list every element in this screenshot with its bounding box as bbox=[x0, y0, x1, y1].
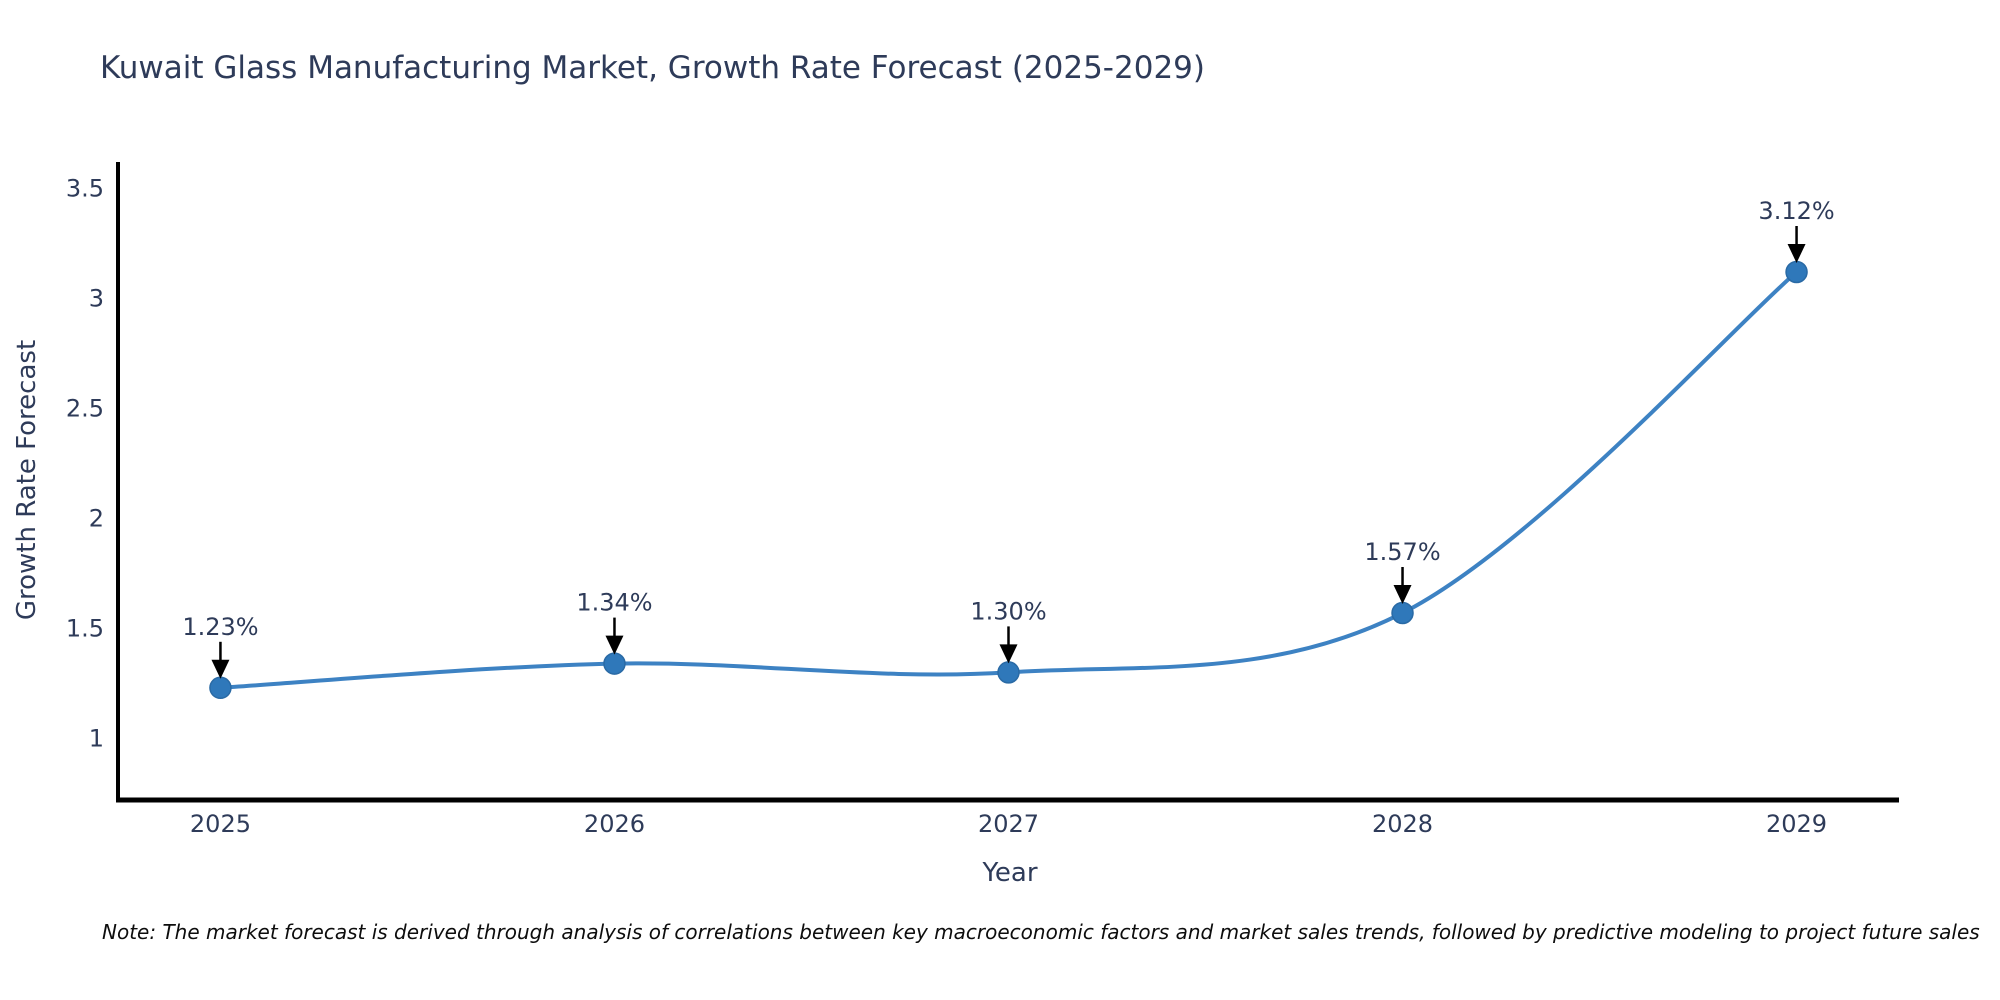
annotation-label: 3.12% bbox=[1758, 197, 1834, 225]
x-tick-label: 2025 bbox=[190, 810, 251, 838]
annotation-arrow-head bbox=[1393, 585, 1412, 604]
y-tick-label: 2 bbox=[89, 504, 104, 532]
annotation-arrow-head bbox=[999, 644, 1018, 664]
annotation-label: 1.30% bbox=[970, 597, 1046, 625]
x-tick-label: 2028 bbox=[1372, 810, 1433, 838]
y-tick-label: 2.5 bbox=[66, 394, 104, 422]
y-tick-label: 1.5 bbox=[66, 614, 104, 642]
annotation-arrow-head bbox=[211, 659, 230, 679]
data-point-marker bbox=[603, 652, 626, 675]
data-point-marker bbox=[997, 661, 1020, 684]
data-point-marker bbox=[1785, 260, 1808, 284]
y-tick-label: 1 bbox=[89, 724, 104, 752]
x-tick-label: 2027 bbox=[978, 810, 1039, 838]
x-axis-title: Year bbox=[982, 858, 1038, 888]
data-point-marker bbox=[1391, 601, 1414, 625]
y-tick-label: 3.5 bbox=[66, 174, 104, 202]
chart-title: Kuwait Glass Manufacturing Market, Growt… bbox=[100, 50, 1205, 86]
annotation-arrow-head bbox=[605, 635, 624, 655]
annotation-label: 1.23% bbox=[182, 613, 258, 641]
footnote: Note: The market forecast is derived thr… bbox=[102, 920, 1980, 944]
x-tick-label: 2029 bbox=[1766, 810, 1827, 838]
annotation-label: 1.34% bbox=[576, 589, 652, 617]
y-tick-label: 3 bbox=[89, 284, 104, 312]
x-tick-label: 2026 bbox=[584, 810, 645, 838]
annotation-label: 1.57% bbox=[1364, 538, 1440, 566]
data-point-marker bbox=[209, 676, 232, 700]
series-line bbox=[218, 270, 1799, 690]
y-axis-title: Growth Rate Forecast bbox=[12, 339, 42, 621]
annotation-arrow-head bbox=[1787, 244, 1806, 263]
